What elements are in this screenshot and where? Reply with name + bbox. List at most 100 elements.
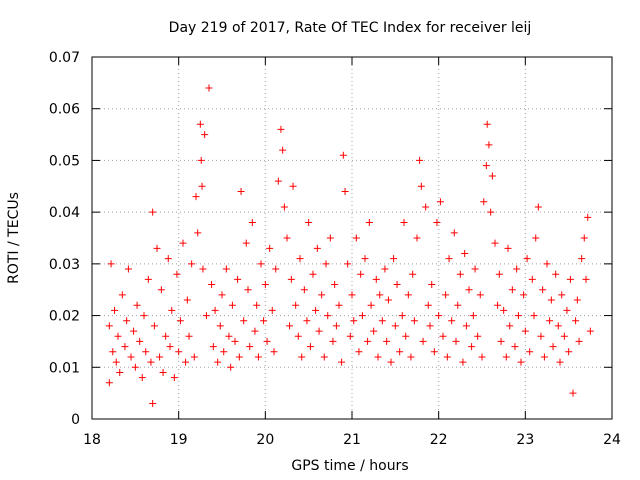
data-point <box>554 322 562 330</box>
x-tick-label: 18 <box>83 432 101 448</box>
data-point <box>201 131 209 139</box>
data-point <box>150 322 158 330</box>
data-point <box>175 348 183 356</box>
grid-lines <box>92 57 612 419</box>
data-point <box>580 234 588 242</box>
data-point <box>480 198 488 206</box>
data-point <box>227 363 235 371</box>
data-point <box>320 353 328 361</box>
data-point <box>123 317 131 325</box>
data-point <box>391 322 399 330</box>
data-point <box>216 322 224 330</box>
data-point <box>185 332 193 340</box>
data-point <box>222 265 230 273</box>
data-point <box>260 317 268 325</box>
data-point <box>105 322 113 330</box>
x-axis-label: GPS time / hours <box>291 458 408 474</box>
y-tick-label: 0.03 <box>49 257 80 273</box>
data-point <box>537 332 545 340</box>
data-point <box>348 291 356 299</box>
data-point <box>199 265 207 273</box>
data-point <box>183 296 191 304</box>
data-point <box>521 327 529 335</box>
data-point <box>147 358 155 366</box>
data-point <box>436 198 444 206</box>
data-point <box>398 312 406 320</box>
y-tick-label: 0 <box>71 412 80 428</box>
data-point <box>157 286 165 294</box>
y-tick-label: 0.07 <box>49 50 80 66</box>
data-point <box>246 343 254 351</box>
data-point <box>341 187 349 195</box>
data-point <box>179 239 187 247</box>
data-point <box>253 301 261 309</box>
data-point <box>331 281 339 289</box>
data-point <box>540 353 548 361</box>
data-point <box>372 275 380 283</box>
data-point <box>197 156 205 164</box>
data-point <box>261 281 269 289</box>
data-point <box>289 182 297 190</box>
data-point <box>422 203 430 211</box>
data-point <box>294 332 302 340</box>
data-point <box>296 255 304 263</box>
data-point <box>196 120 204 128</box>
data-point <box>530 312 538 320</box>
data-point <box>231 337 239 345</box>
data-point <box>133 301 141 309</box>
data-point <box>318 291 326 299</box>
data-point <box>582 275 590 283</box>
data-point <box>552 270 560 278</box>
data-point <box>511 343 519 351</box>
data-point <box>305 218 313 226</box>
data-point <box>378 317 386 325</box>
data-point <box>244 286 252 294</box>
data-point <box>426 322 434 330</box>
data-point <box>513 265 521 273</box>
data-point <box>344 260 352 268</box>
x-tick-label: 22 <box>430 432 448 448</box>
data-point <box>242 239 250 247</box>
data-point <box>112 358 120 366</box>
data-point <box>578 255 586 263</box>
data-point <box>416 156 424 164</box>
data-point <box>462 322 470 330</box>
data-point <box>433 218 441 226</box>
data-point <box>263 337 271 345</box>
data-point <box>127 353 135 361</box>
data-point <box>118 291 126 299</box>
data-point <box>309 270 317 278</box>
data-point <box>549 343 557 351</box>
data-point <box>124 265 132 273</box>
data-point <box>558 291 566 299</box>
data-point <box>367 301 375 309</box>
data-point <box>370 327 378 335</box>
data-point <box>439 332 447 340</box>
data-point <box>298 353 306 361</box>
data-point <box>303 317 311 325</box>
data-point <box>506 322 514 330</box>
data-point <box>428 281 436 289</box>
data-point <box>474 332 482 340</box>
data-point <box>270 348 278 356</box>
data-point <box>543 260 551 268</box>
axis-ticks: 18 19 20 21 22 23 24 0 0.01 0.02 0.03 0.04 0.05 0.06 0… <box>49 50 621 448</box>
data-point <box>142 348 150 356</box>
data-point <box>131 363 139 371</box>
data-point <box>376 291 384 299</box>
data-point <box>329 337 337 345</box>
data-point <box>292 301 300 309</box>
data-point <box>190 353 198 361</box>
data-point <box>566 275 574 283</box>
x-tick-label: 24 <box>603 432 621 448</box>
data-point <box>361 255 369 263</box>
data-point <box>482 162 490 170</box>
data-point <box>274 177 282 185</box>
data-point <box>287 275 295 283</box>
data-point <box>539 286 547 294</box>
data-point <box>584 213 592 221</box>
data-point <box>182 358 190 366</box>
data-point <box>471 265 479 273</box>
x-tick-label: 20 <box>256 432 274 448</box>
